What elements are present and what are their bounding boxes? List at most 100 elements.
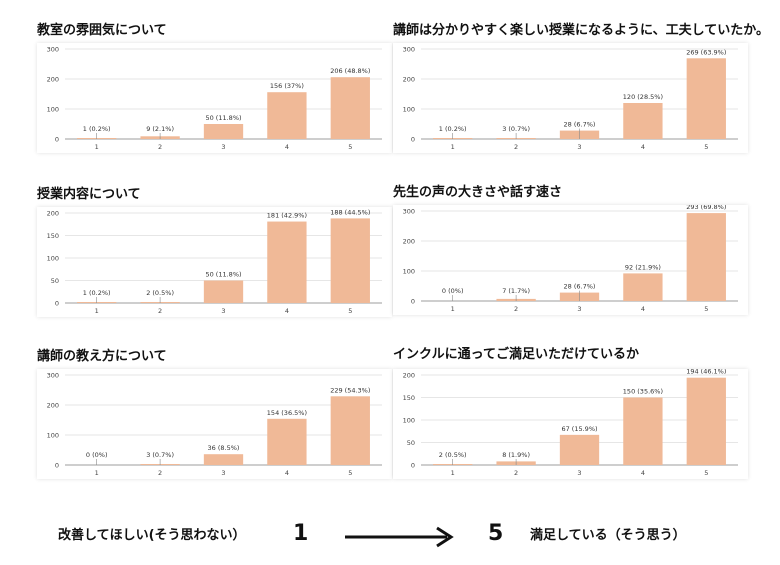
data-label: 92 (21.9%) (625, 263, 661, 271)
x-tick-label: 2 (514, 305, 518, 313)
data-label: 7 (1.7%) (502, 287, 530, 295)
x-tick-label: 3 (577, 469, 581, 477)
y-tick-label: 200 (403, 76, 415, 84)
y-tick-label: 0 (55, 300, 59, 308)
data-label: 2 (0.5%) (439, 451, 467, 459)
data-label: 0 (0%) (442, 287, 464, 295)
x-tick-label: 4 (641, 143, 645, 151)
data-label: 3 (0.7%) (502, 125, 530, 133)
y-tick-label: 100 (47, 432, 59, 440)
scale-high-number: 5 (488, 521, 504, 546)
data-label: 2 (0.5%) (146, 289, 174, 297)
chart-container: 0 50 100 150 200 2 (0.5%) 1 8 (1.9%) 2 67 (15.9%)… (393, 369, 748, 479)
y-tick-label: 100 (403, 268, 415, 276)
bar (686, 213, 726, 301)
chart-title: 授業内容について (37, 187, 141, 202)
chart-title: 先生の声の大きさや話す速さ (393, 185, 563, 200)
bar (623, 103, 663, 139)
data-label: 50 (11.8%) (205, 271, 241, 279)
data-label: 1 (0.2%) (83, 125, 111, 133)
x-tick-label: 5 (348, 469, 352, 477)
bar (330, 218, 370, 303)
y-tick-label: 200 (47, 210, 59, 218)
chart-container: 0 50 100 150 200 1 (0.2%) 1 2 (0.5%) 2 50 (11.8%)… (37, 207, 392, 317)
x-tick-label: 3 (577, 143, 581, 151)
chart-title: 講師は分かりやすく楽しい授業になるように、工夫していたか。 (393, 23, 769, 38)
x-tick-label: 2 (158, 469, 162, 477)
data-label: 206 (48.8%) (330, 67, 370, 75)
data-label: 0 (0%) (86, 451, 108, 459)
data-label: 8 (1.9%) (502, 451, 530, 459)
data-label: 50 (11.8%) (205, 114, 241, 122)
bar (203, 124, 244, 139)
data-label: 120 (28.5%) (623, 93, 663, 101)
chart-container: 0 100 200 300 1 (0.2%) 1 9 (2.1%) 2 50 (11.8%) 3 1… (37, 43, 392, 153)
bar-chart-teaching-method: 0 100 200 300 0 (0%) 1 3 (0.7%) 2 36 (8.5%) 3 154 … (47, 372, 382, 477)
data-label: 154 (36.5%) (267, 409, 307, 417)
y-tick-label: 0 (55, 462, 59, 470)
bar-chart-atmosphere: 0 100 200 300 1 (0.2%) 1 9 (2.1%) 2 50 (11.8%) 3 1… (47, 46, 382, 151)
y-tick-label: 150 (47, 232, 59, 240)
y-tick-label: 50 (51, 277, 59, 285)
bar (330, 396, 370, 465)
data-label: 9 (2.1%) (146, 125, 174, 133)
y-tick-label: 300 (47, 46, 59, 54)
bar (686, 377, 726, 465)
x-tick-label: 1 (95, 469, 99, 477)
bar-chart-lesson-content: 0 50 100 150 200 1 (0.2%) 1 2 (0.5%) 2 50 (11.8%)… (47, 208, 382, 315)
y-tick-label: 0 (411, 298, 415, 306)
y-tick-label: 300 (403, 46, 415, 54)
bar (623, 397, 663, 465)
x-tick-label: 4 (641, 469, 645, 477)
x-tick-label: 2 (158, 307, 162, 315)
x-tick-label: 3 (221, 469, 225, 477)
x-tick-label: 1 (451, 469, 455, 477)
y-tick-label: 200 (403, 372, 415, 380)
x-tick-label: 1 (451, 305, 455, 313)
x-tick-label: 1 (451, 143, 455, 151)
chart-title: 講師の教え方について (37, 349, 167, 364)
y-tick-label: 150 (403, 394, 415, 402)
x-tick-label: 4 (641, 305, 645, 313)
y-tick-label: 0 (55, 136, 59, 144)
bar (267, 221, 307, 303)
x-tick-label: 2 (514, 143, 518, 151)
bar (267, 92, 307, 139)
y-tick-label: 0 (411, 462, 415, 470)
chart-container: 0 100 200 300 0 (0%) 1 7 (1.7%) 2 28 (6.7%) 3 92 (… (393, 205, 748, 315)
data-label: 194 (46.1%) (686, 369, 726, 376)
x-tick-label: 3 (221, 307, 225, 315)
data-label: 28 (6.7%) (564, 283, 596, 291)
x-tick-label: 3 (577, 305, 581, 313)
y-tick-label: 100 (403, 106, 415, 114)
y-tick-label: 200 (47, 402, 59, 410)
data-label: 1 (0.2%) (83, 289, 111, 297)
x-tick-label: 5 (704, 143, 708, 151)
bar (559, 434, 600, 465)
chart-title: インクルに通ってご満足いただけているか (393, 347, 639, 362)
x-tick-label: 3 (221, 143, 225, 151)
data-label: 156 (37%) (270, 82, 304, 90)
x-tick-label: 4 (285, 143, 289, 151)
chart-container: 0 100 200 300 1 (0.2%) 1 3 (0.7%) 2 28 (6.7%) 3 12… (393, 43, 748, 153)
data-label: 1 (0.2%) (439, 125, 467, 133)
x-tick-label: 5 (704, 469, 708, 477)
x-tick-label: 1 (95, 307, 99, 315)
x-tick-label: 4 (285, 307, 289, 315)
y-tick-label: 200 (47, 76, 59, 84)
bar (267, 418, 307, 465)
scale-low-label: 改善してほしい(そう思わない） (58, 528, 246, 543)
bar (686, 58, 726, 139)
data-label: 3 (0.7%) (146, 451, 174, 459)
data-label: 28 (6.7%) (564, 121, 596, 129)
data-label: 293 (69.8%) (686, 205, 726, 211)
bar-chart-teacher-effort: 0 100 200 300 1 (0.2%) 1 3 (0.7%) 2 28 (6.7%) 3 12… (403, 46, 738, 151)
data-label: 181 (42.9%) (267, 212, 307, 220)
scale-low-number: 1 (293, 521, 309, 546)
y-tick-label: 100 (47, 255, 59, 263)
chart-container: 0 100 200 300 0 (0%) 1 3 (0.7%) 2 36 (8.5%) 3 154 … (37, 369, 392, 479)
data-label: 67 (15.9%) (561, 425, 597, 433)
x-tick-label: 5 (348, 307, 352, 315)
bar-chart-satisfaction: 0 50 100 150 200 2 (0.5%) 1 8 (1.9%) 2 67 (15.9%)… (403, 369, 738, 477)
y-tick-label: 100 (47, 106, 59, 114)
